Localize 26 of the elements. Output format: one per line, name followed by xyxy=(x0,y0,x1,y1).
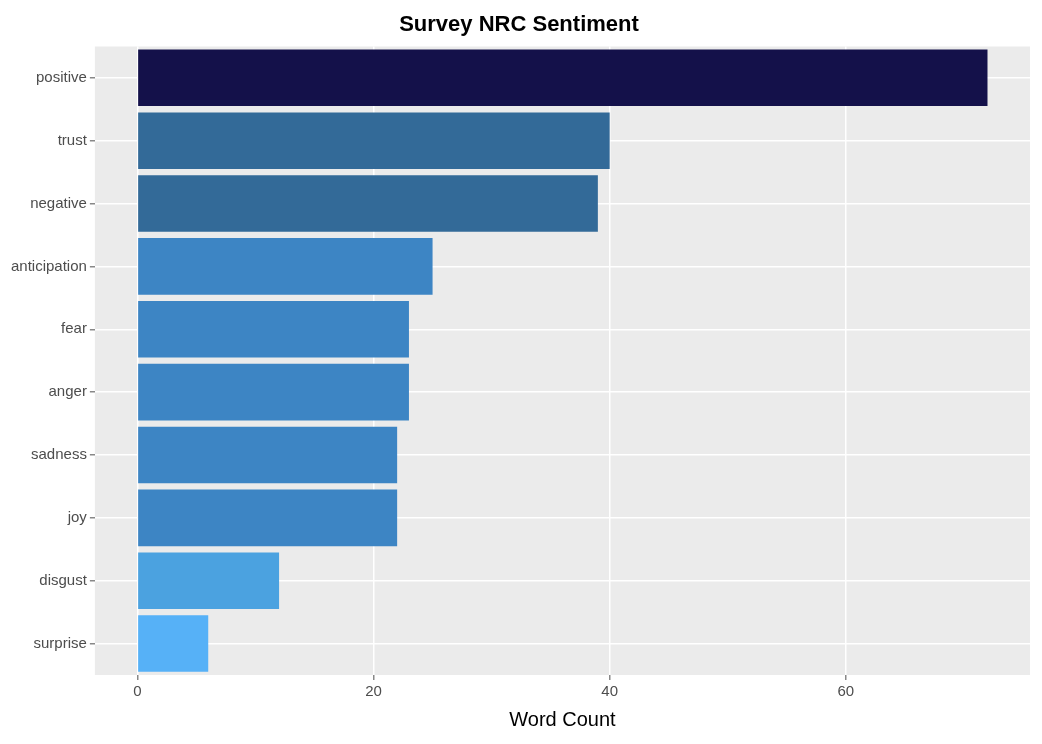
y-tick-label: joy xyxy=(66,507,88,525)
y-tick-label: anticipation xyxy=(11,256,87,274)
y-tick-label: negative xyxy=(30,193,87,211)
y-tick-label: trust xyxy=(57,130,88,148)
y-tick-label: sadness xyxy=(31,445,87,463)
bar xyxy=(138,426,398,484)
x-tick-label: 40 xyxy=(601,682,619,700)
y-tick-label: anger xyxy=(48,382,87,400)
y-tick-label: surprise xyxy=(33,633,87,651)
bar xyxy=(138,175,598,232)
x-tick-label: 60 xyxy=(837,682,855,700)
bar xyxy=(138,49,988,107)
bar xyxy=(138,112,610,169)
bar xyxy=(138,300,409,358)
y-tick-label: positive xyxy=(36,67,87,85)
bar xyxy=(138,615,209,672)
chart-title: Survey NRC Sentiment xyxy=(399,11,640,37)
bar xyxy=(138,238,433,295)
bar xyxy=(138,552,280,609)
x-axis-title: Word Count xyxy=(509,707,617,730)
bar xyxy=(138,363,409,421)
bar xyxy=(138,489,398,547)
x-tick-label: 20 xyxy=(365,682,382,700)
y-tick-label: fear xyxy=(61,319,87,337)
y-tick-label: disgust xyxy=(39,570,88,588)
x-tick-label: 0 xyxy=(133,682,142,700)
